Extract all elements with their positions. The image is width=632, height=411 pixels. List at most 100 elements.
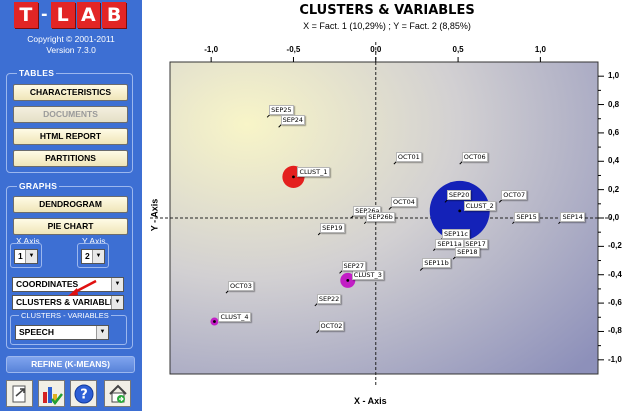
plot-type-value: CLUSTERS & VARIABLES (16, 297, 122, 307)
cluster-center (346, 279, 350, 282)
version-text: Version 7.3.0 (46, 45, 96, 55)
characteristics-button[interactable]: CHARACTERISTICS (13, 84, 128, 101)
variable-label: OCT01 (395, 152, 422, 163)
chevron-down-icon: ▼ (111, 296, 123, 309)
cluster-label: CLUST_4 (218, 311, 251, 322)
y-tick-label: 0,8 (608, 99, 620, 109)
export-button[interactable] (6, 380, 33, 407)
x-axis-select[interactable]: 1 ▼ (14, 249, 38, 264)
logo-letter: L (50, 2, 75, 28)
x-tick-label: 1,0 (534, 45, 546, 54)
y-tick-label: 0,6 (608, 127, 620, 137)
x-tick-label: -0,5 (286, 45, 301, 54)
chart-check-button[interactable] (38, 380, 65, 407)
logo-letter: B (102, 2, 126, 28)
logo-letter: A (76, 2, 101, 28)
y-tick-label: 1,0 (608, 71, 620, 81)
variable-label: OCT02 (318, 320, 345, 331)
html-report-button[interactable]: HTML REPORT (13, 128, 128, 145)
chart-subtitle: X = Fact. 1 (10,29%) ; Y = Fact. 2 (8,85… (303, 21, 471, 31)
tlab-logo: T - L A B (14, 2, 126, 28)
tables-title: TABLES (17, 68, 57, 78)
graphs-title: GRAPHS (17, 181, 60, 191)
chart-title: CLUSTERS & VARIABLES (299, 3, 475, 18)
coordinates-value: COORDINATES (16, 279, 79, 289)
x-tick-label: 0,5 (452, 45, 464, 54)
y-axis-label: Y Axis (82, 236, 106, 246)
y-tick-label: -1,0 (608, 354, 622, 364)
y-axis-label: Y - Axis (149, 198, 160, 232)
variable-label: OCT04 (390, 197, 417, 208)
dendrogram-button[interactable]: DENDROGRAM (13, 196, 128, 213)
cluster-center (292, 175, 295, 179)
chevron-down-icon: ▼ (111, 278, 123, 291)
y-tick-label: -0,4 (608, 269, 622, 279)
svg-text:?: ? (80, 387, 88, 402)
y-tick-label: -0,2 (608, 241, 622, 251)
y-axis-value: 2 (85, 251, 90, 261)
variable-label: SEP18 (455, 247, 480, 258)
tables-panel: TABLES CHARACTERISTICS DOCUMENTS HTML RE… (6, 68, 133, 173)
x-tick-label: -1,0 (204, 45, 219, 54)
clusters-variables-title: CLUSTERS - VARIABLES (19, 311, 111, 320)
variable-label: SEP19 (320, 223, 345, 234)
home-button[interactable] (104, 380, 131, 407)
clusters-variables-value: SPEECH (19, 327, 54, 337)
variable-label: SEP22 (316, 293, 342, 304)
x-axis-value: 1 (18, 251, 23, 261)
partitions-button[interactable]: PARTITIONS (13, 150, 128, 167)
cluster-label: CLUST_1 (297, 166, 330, 177)
pie-chart-button[interactable]: PIE CHART (13, 218, 128, 235)
help-icon: ? (74, 384, 93, 403)
refine-kmeans-button[interactable]: REFINE (K-MEANS) (6, 356, 135, 373)
variable-label: SEP14 (560, 211, 585, 222)
chart-check-icon (42, 386, 63, 405)
y-tick-label: 0,4 (608, 156, 620, 166)
variable-label: SEP24 (280, 115, 306, 126)
x-axis-label: X - Axis (354, 396, 387, 406)
variable-label: SEP15 (514, 211, 539, 222)
plot-type-select[interactable]: CLUSTERS & VARIABLES ▼ (12, 295, 124, 310)
cluster-label: CLUST_2 (463, 200, 496, 211)
variable-label: SEP27 (341, 261, 366, 272)
cluster-center (213, 320, 216, 323)
export-icon (12, 385, 25, 402)
logo-letter: T (14, 2, 38, 28)
y-tick-label: -0,8 (608, 326, 622, 336)
axis-ticks (210, 57, 604, 361)
cluster-label: CLUST_3 (351, 270, 384, 281)
y-axis-select[interactable]: 2 ▼ (81, 249, 105, 264)
scatter-plot[interactable] (142, 0, 632, 411)
variable-label: OCT06 (461, 152, 488, 163)
chevron-down-icon: ▼ (92, 250, 104, 263)
documents-button[interactable]: DOCUMENTS (13, 106, 128, 123)
variable-label: SEP11a (435, 238, 464, 249)
x-axis-label: X Axis (16, 236, 40, 246)
chart-area: CLUSTERS & VARIABLES X = Fact. 1 (10,29%… (142, 0, 632, 411)
x-axis-group (10, 243, 42, 268)
x-tick-label: 0,0 (370, 45, 382, 54)
variable-label: SEP20 (446, 190, 472, 201)
chevron-down-icon: ▼ (25, 250, 37, 263)
coordinates-select[interactable]: COORDINATES ▼ (12, 277, 124, 292)
variable-label: SEP11b (422, 258, 451, 269)
y-tick-label: -0,6 (608, 298, 622, 308)
graphs-panel: GRAPHS DENDROGRAM PIE CHART X Axis 1 ▼ Y … (6, 181, 133, 349)
variable-label: OCT03 (227, 281, 254, 292)
y-tick-label: 0,2 (608, 184, 620, 194)
y-tick-label: 0,0 (608, 213, 620, 222)
home-icon (108, 384, 127, 403)
variable-label: OCT07 (501, 190, 528, 201)
variable-label: SEP11c (441, 228, 470, 239)
copyright-text: Copyright © 2001-2011 (27, 34, 115, 44)
help-button[interactable]: ? (70, 380, 97, 407)
variable-label: SEP25 (269, 105, 294, 116)
sidebar: T - L A B Copyright © 2001-2011 Version … (0, 0, 142, 411)
red-arrow-icon (68, 279, 97, 296)
y-axis-group (77, 243, 109, 268)
chevron-down-icon: ▼ (96, 326, 108, 339)
cluster-center (458, 209, 462, 213)
variable-label: SEP26b (366, 211, 395, 222)
logo-dash: - (41, 4, 48, 25)
clusters-variables-select[interactable]: SPEECH ▼ (15, 325, 109, 340)
